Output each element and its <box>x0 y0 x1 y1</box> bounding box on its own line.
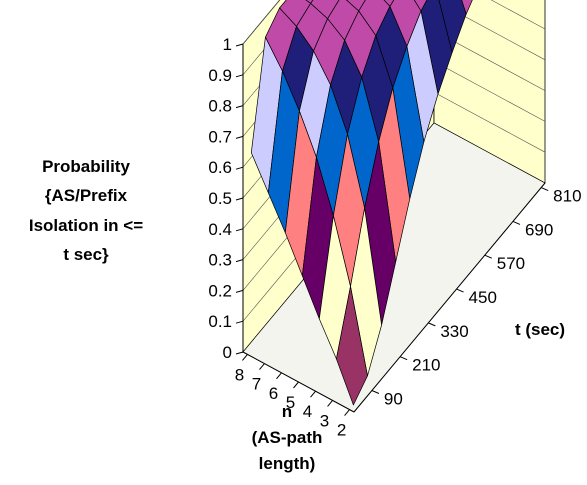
z-tick-mark <box>235 43 244 47</box>
z-tick-label: 0.2 <box>208 281 232 300</box>
t-tick-label: 210 <box>412 356 440 375</box>
t-tick-label: 450 <box>469 288 497 307</box>
z-tick-label: 0.5 <box>208 189 232 208</box>
z-axis-title-line-3: Isolation in <= <box>29 216 143 235</box>
x-axis-title-line-2: (AS-path <box>252 428 323 447</box>
z-tick-mark <box>235 166 244 170</box>
n-tick-mark <box>242 354 248 361</box>
t-tick-mark <box>456 288 464 293</box>
z-tick-label: 0.9 <box>208 66 232 85</box>
t-tick-mark <box>399 356 408 361</box>
n-tick-label: 3 <box>320 411 329 430</box>
t-tick-mark <box>512 220 521 225</box>
chart-axes: 0 0.1 0.2 0.3 0.4 0.5 0.6 0.7 0.8 0.9 1 8 7 6 5 4 3 2 90 21… <box>208 35 581 440</box>
n-tick-label: 7 <box>252 375 261 394</box>
z-tick-label: 0.1 <box>208 312 232 331</box>
n-tick-mark <box>327 400 333 407</box>
n-tick-mark <box>344 409 350 416</box>
t-tick-mark <box>540 187 549 192</box>
z-axis-title-line-1: Probability <box>42 157 130 176</box>
z-tick-mark <box>235 228 244 232</box>
t-tick-label: 810 <box>553 187 581 206</box>
z-tick-mark <box>235 259 244 263</box>
n-tick-mark <box>259 363 265 370</box>
z-tick-mark <box>235 135 244 139</box>
z-tick-label: 0.6 <box>208 158 232 177</box>
z-tick-mark <box>235 320 244 324</box>
y-axis-title: t (sec) <box>515 320 565 339</box>
surface-plot <box>250 0 473 406</box>
n-tick-label: 5 <box>286 393 295 412</box>
t-tick-mark <box>371 390 380 394</box>
n-tick-mark <box>293 381 299 389</box>
t-tick-label: 330 <box>440 322 468 341</box>
n-tick-label: 4 <box>303 402 312 421</box>
z-tick-mark <box>235 105 244 109</box>
surface-cell <box>461 0 473 15</box>
t-tick-mark <box>428 322 436 327</box>
n-tick-mark <box>310 390 316 398</box>
t-tick-label: 90 <box>384 390 403 409</box>
z-tick-label: 0.7 <box>208 127 232 146</box>
surface-cell <box>336 286 368 406</box>
z-axis-title-line-4: t sec} <box>63 245 109 264</box>
n-tick-label: 6 <box>269 384 278 403</box>
z-tick-label: 0 <box>223 343 232 362</box>
n-tick-mark <box>276 372 282 380</box>
z-tick-label: 1 <box>223 35 232 54</box>
z-tick-mark <box>235 351 244 355</box>
z-tick-label: 0.8 <box>208 97 232 116</box>
n-tick-label: 8 <box>235 365 244 384</box>
x-axis-title-line-3: length) <box>259 454 316 473</box>
z-tick-mark <box>235 289 244 293</box>
x-axis-title-line-1: n <box>282 402 292 421</box>
t-tick-label: 570 <box>497 254 525 273</box>
t-tick-label: 690 <box>525 220 553 239</box>
t-tick-mark <box>484 254 492 259</box>
z-tick-label: 0.4 <box>208 220 232 239</box>
z-tick-mark <box>235 74 244 78</box>
n-tick-label: 2 <box>337 421 346 440</box>
z-tick-label: 0.3 <box>208 251 232 270</box>
z-tick-mark <box>235 197 244 201</box>
surface-cell <box>305 0 314 4</box>
z-axis-title-line-2: {AS/Prefix <box>45 186 128 205</box>
